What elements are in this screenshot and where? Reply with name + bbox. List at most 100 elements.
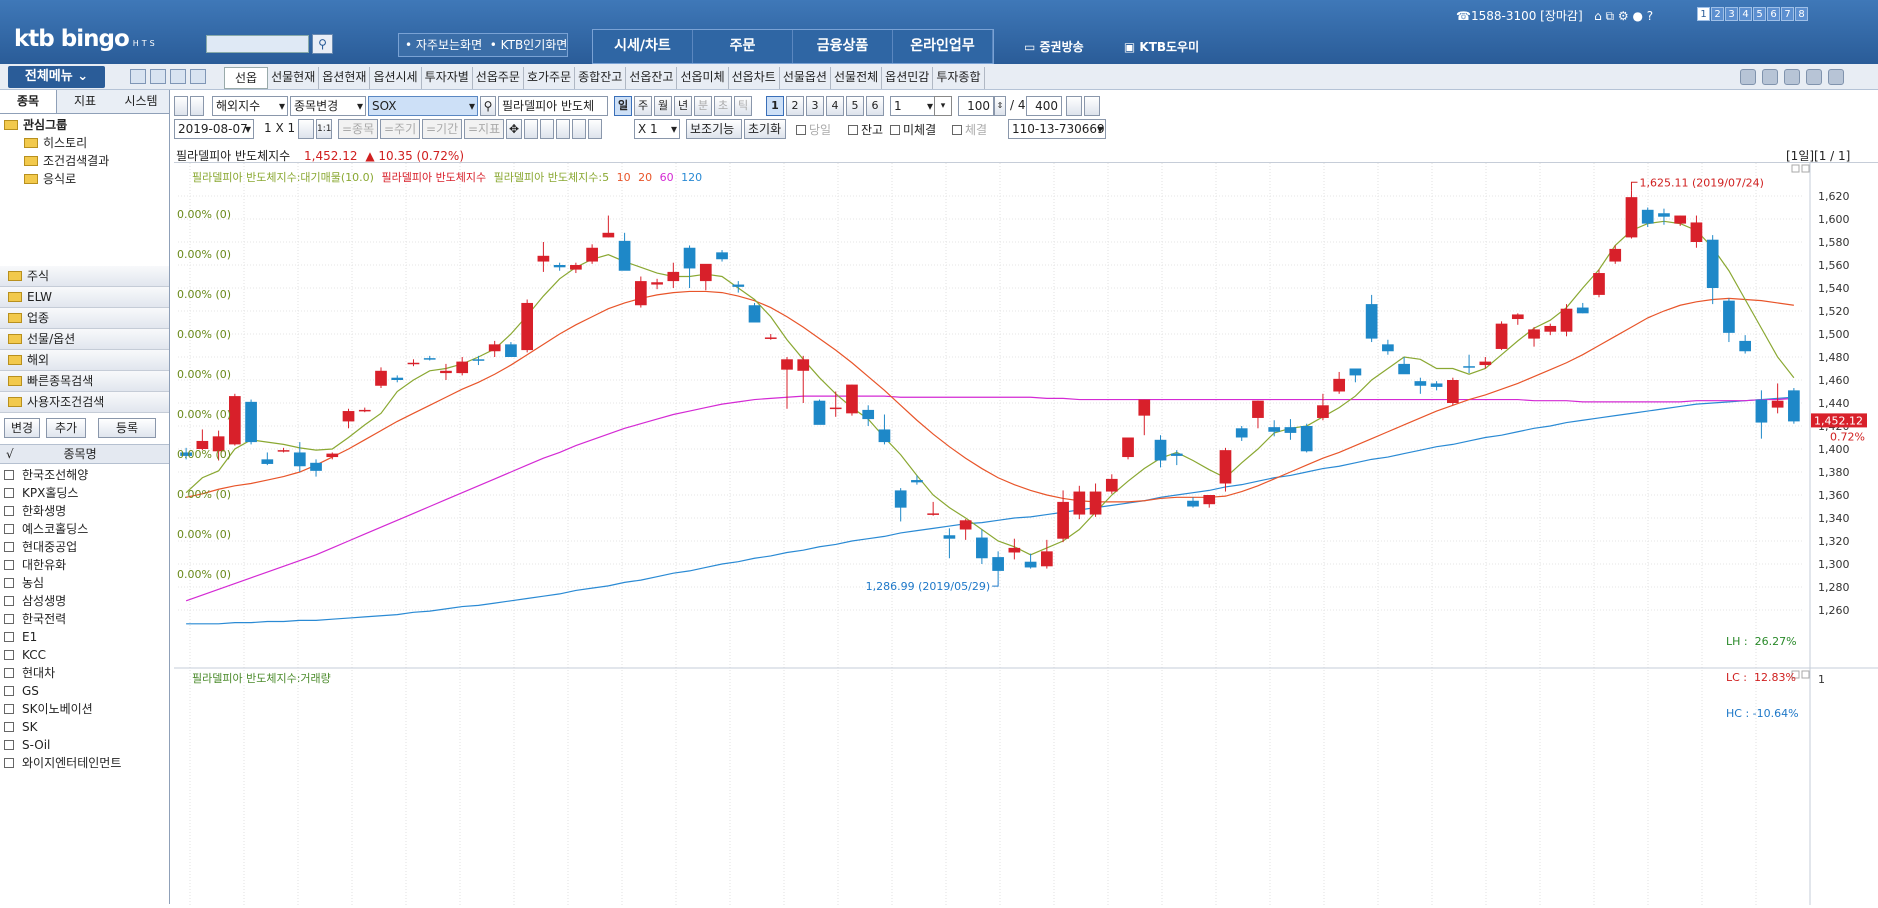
category-futures-options[interactable]: 선물/옵션 — [0, 329, 169, 350]
menu-item-12[interactable]: 선물전체 — [831, 67, 883, 89]
period-button-4[interactable]: 분 — [694, 96, 712, 116]
interval-dropdown-icon[interactable]: ▾ — [934, 96, 952, 116]
window-2-button[interactable]: 2 — [1711, 7, 1724, 21]
lock-icon[interactable] — [1828, 69, 1844, 85]
symbol-code-input[interactable]: SOX ▾ — [368, 96, 478, 116]
scroll-last-icon[interactable] — [588, 119, 602, 139]
legend-ma20[interactable]: 20 — [638, 171, 653, 184]
menu-item-3[interactable]: 옵션시세 — [370, 67, 422, 89]
list-item[interactable]: 한국전력 — [4, 610, 164, 628]
chart-type-icon[interactable] — [190, 96, 204, 116]
broadcast-link[interactable]: ▭ 증권방송 — [1024, 40, 1084, 54]
one-to-one-icon[interactable]: 1:1 — [316, 119, 332, 139]
interval-preset-1[interactable]: 1 — [766, 96, 784, 116]
favorite-screens-link[interactable]: • 자주보는화면 — [405, 38, 483, 52]
popular-screens-link[interactable]: • KTB인기화면 — [489, 38, 568, 52]
search-icon[interactable]: ⚲ — [312, 34, 333, 54]
category-overseas[interactable]: 해외 — [0, 350, 169, 371]
menu-item-8[interactable]: 선옵잔고 — [626, 67, 678, 89]
stock-checkbox[interactable] — [4, 650, 14, 660]
legend-candle[interactable]: 필라델피아 반도체지수 — [381, 171, 487, 184]
period-button-6[interactable]: 틱 — [734, 96, 752, 116]
menu-item-5[interactable]: 선옵주문 — [473, 67, 524, 89]
stock-checkbox[interactable] — [4, 722, 14, 732]
folder-icon[interactable] — [150, 69, 166, 84]
category-user-condition[interactable]: 사용자조건검색 — [0, 392, 169, 413]
interval-preset-6[interactable]: 6 — [866, 96, 884, 116]
stock-checkbox[interactable] — [4, 596, 14, 606]
menu-item-7[interactable]: 종합잔고 — [575, 67, 627, 89]
category-elw[interactable]: ELW — [0, 287, 169, 308]
ktb-logo[interactable]: ktb bingo HTS — [14, 26, 158, 52]
interval-select[interactable]: 1 ▾ — [890, 96, 936, 116]
category-stock[interactable]: 주식 — [0, 266, 169, 287]
save-icon[interactable] — [1084, 96, 1100, 116]
settings-icon[interactable] — [1762, 69, 1778, 85]
menu-item-14[interactable]: 투자종합 — [933, 67, 985, 89]
grid-icon[interactable] — [190, 69, 206, 84]
stock-checkbox[interactable] — [4, 560, 14, 570]
legend-ma120[interactable]: 120 — [681, 171, 703, 184]
interval-preset-5[interactable]: 5 — [846, 96, 864, 116]
copy-icon[interactable] — [1806, 69, 1822, 85]
period-button-1[interactable]: 주 — [634, 96, 652, 116]
move-icon[interactable]: ✥ — [506, 119, 522, 139]
period-button-5[interactable]: 초 — [714, 96, 732, 116]
add-button[interactable]: 추가 — [46, 418, 86, 438]
stock-checkbox[interactable] — [4, 614, 14, 624]
stock-checkbox[interactable] — [4, 506, 14, 516]
tab-stocks[interactable]: 종목 — [0, 90, 57, 113]
menu-item-10[interactable]: 선옵차트 — [729, 67, 780, 89]
legend-volume-profile[interactable]: 필라델피아 반도체지수:대기매물(10.0) — [192, 171, 374, 184]
date-select[interactable]: 2019-08-07 ▾ — [174, 119, 254, 139]
apply-icon[interactable] — [1066, 96, 1082, 116]
list-item[interactable]: S-Oil — [4, 736, 164, 754]
scroll-first-icon[interactable] — [524, 119, 538, 139]
menu-item-6[interactable]: 호가주문 — [524, 67, 576, 89]
tab-order[interactable]: 주문 — [693, 30, 793, 63]
category-sector[interactable]: 업종 — [0, 308, 169, 329]
window-3-button[interactable]: 3 — [1725, 7, 1738, 21]
all-menu-button[interactable]: 전체메뉴 ⌄ — [8, 66, 105, 88]
stock-checkbox[interactable] — [4, 686, 14, 696]
period-button-3[interactable]: 년 — [674, 96, 692, 116]
printer-icon[interactable] — [1784, 69, 1800, 85]
tree-item-search-results[interactable]: 조건검색결과 — [4, 152, 165, 170]
change-item-select[interactable]: 종목변경 ▾ — [290, 96, 366, 116]
list-item[interactable]: 농심 — [4, 574, 164, 592]
window-4-button[interactable]: 4 — [1739, 7, 1752, 21]
today-checkbox[interactable]: 당일 — [796, 121, 831, 138]
window-5-button[interactable]: 5 — [1753, 7, 1766, 21]
balance-checkbox[interactable]: 잔고 — [848, 121, 883, 138]
aux-function-button[interactable]: 보조기능 — [686, 119, 742, 139]
stock-checkbox[interactable] — [4, 668, 14, 678]
top-search-input[interactable] — [206, 35, 309, 53]
sync-period-button[interactable]: =기간 — [422, 119, 462, 139]
display-count-input[interactable]: 100 — [958, 96, 994, 116]
tab-quotes-chart[interactable]: 시세/차트 — [593, 30, 693, 63]
legend-ma5[interactable]: 필라델피아 반도체지수:5 — [493, 171, 610, 184]
volume-legend[interactable]: 필라델피아 반도체지수:거래량 — [192, 672, 331, 685]
help-link[interactable]: ▣ KTB도우미 — [1123, 40, 1200, 54]
ratio-select[interactable]: X 1 ▾ — [634, 119, 680, 139]
window-icon[interactable] — [130, 69, 146, 84]
menu-item-11[interactable]: 선물옵션 — [780, 67, 831, 89]
stock-checkbox[interactable] — [4, 470, 14, 480]
list-item[interactable]: 예스코홀딩스 — [4, 520, 164, 538]
list-item[interactable]: 현대차 — [4, 664, 164, 682]
period-button-0[interactable]: 일 — [614, 96, 632, 116]
list-item[interactable]: GS — [4, 682, 164, 700]
unfilled-checkbox[interactable]: 미체결 — [890, 121, 936, 138]
count-spinner[interactable]: ⇕ — [994, 96, 1006, 116]
interval-preset-3[interactable]: 3 — [806, 96, 824, 116]
category-quick-search[interactable]: 빠른종목검색 — [0, 371, 169, 392]
period-button-2[interactable]: 월 — [654, 96, 672, 116]
stock-checkbox[interactable] — [4, 578, 14, 588]
refresh-icon[interactable] — [1740, 69, 1756, 85]
list-item[interactable]: 삼성생명 — [4, 592, 164, 610]
stock-checkbox[interactable] — [4, 524, 14, 534]
list-item[interactable]: SK이노베이션 — [4, 700, 164, 718]
list-item[interactable]: 현대중공업 — [4, 538, 164, 556]
list-item[interactable]: SK — [4, 718, 164, 736]
list-item[interactable]: KPX홀딩스 — [4, 484, 164, 502]
